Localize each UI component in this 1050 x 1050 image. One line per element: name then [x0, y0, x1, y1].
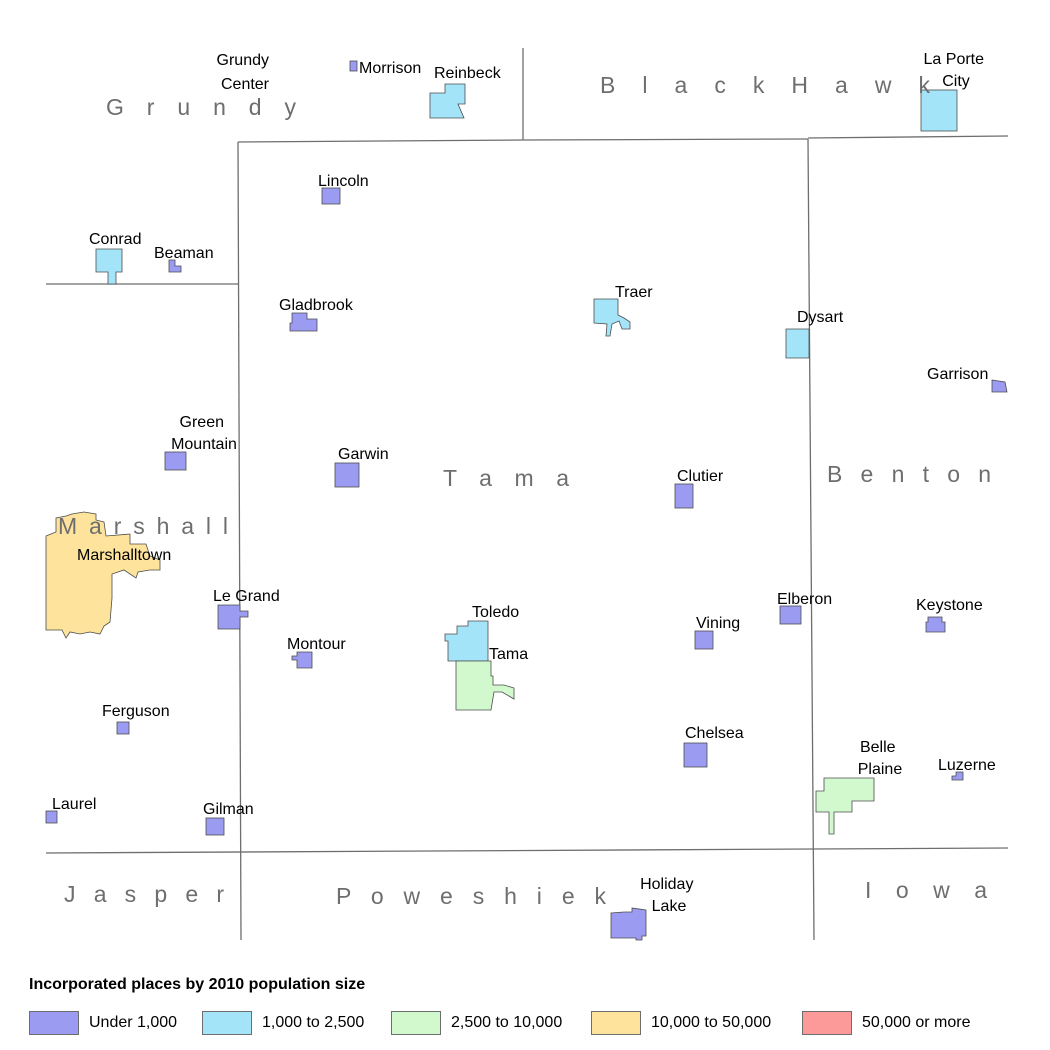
county-label-grundy: G r u n d y	[106, 94, 297, 120]
place-label-gladbrook: Gladbrook	[279, 297, 354, 314]
toledo-place	[444, 620, 489, 662]
belle-plaine-place	[815, 777, 875, 835]
place-label-marshalltown: Marshalltown	[77, 547, 171, 564]
garrison-place	[991, 379, 1008, 393]
place-label-garwin: Garwin	[338, 446, 389, 463]
place-label-holiday-lake: Holiday Lake	[640, 876, 698, 915]
place-label-lincoln: Lincoln	[318, 173, 369, 190]
place-label-la-porte-city: La Porte City	[924, 51, 989, 90]
legend-label-1000-2500: 1,000 to 2,500	[262, 1014, 365, 1031]
le-grand-place	[217, 604, 249, 630]
county-label-tama: T a m a	[443, 465, 569, 491]
county-boundaries	[45, 48, 1009, 941]
luzerne-place	[951, 771, 964, 781]
place-label-clutier: Clutier	[677, 468, 724, 485]
place-label-toledo: Toledo	[472, 604, 519, 621]
laurel-place	[45, 810, 58, 824]
marshalltown-place	[45, 511, 161, 639]
gladbrook-place	[289, 312, 318, 332]
legend-swatch-2500-10000	[391, 1011, 441, 1035]
keystone-place	[925, 616, 946, 633]
county-label-benton: B e n t o n	[827, 461, 991, 487]
county-label-poweshiek: P o w e s h i e k	[336, 883, 607, 909]
legend-item-50000-plus: 50,000 or more	[802, 1010, 971, 1036]
legend-label-50000-plus: 50,000 or more	[862, 1014, 971, 1031]
county-label-black-hawk: B l a c k H a w k	[600, 72, 931, 98]
legend-swatch-50000-plus	[802, 1011, 852, 1035]
green-mountain-place	[164, 451, 187, 471]
place-label-conrad: Conrad	[89, 231, 141, 248]
place-label-ferguson: Ferguson	[102, 703, 170, 720]
reinbeck-place	[429, 83, 466, 119]
place-label-chelsea: Chelsea	[685, 725, 744, 742]
gilman-place	[205, 817, 225, 836]
legend-label-10000-50000: 10,000 to 50,000	[651, 1014, 772, 1031]
legend: Incorporated places by 2010 population s…	[29, 976, 1029, 1040]
elberon-place	[779, 605, 802, 625]
place-label-green-mountain: Green Mountain	[171, 414, 237, 453]
county-label-marshall: M a r s h a l l	[58, 513, 228, 539]
legend-swatch-1000-2500	[202, 1011, 252, 1035]
legend-item-1000-2500: 1,000 to 2,500	[202, 1010, 364, 1036]
place-labels: Grundy Center Morrison Reinbeck La Porte…	[52, 51, 996, 915]
places-under-1000	[45, 60, 1008, 941]
tama-place	[455, 660, 515, 711]
legend-swatch-10000-50000	[591, 1011, 641, 1035]
dysart-place	[785, 328, 810, 359]
place-label-traer: Traer	[615, 284, 653, 301]
place-label-beaman: Beaman	[154, 245, 214, 262]
places-2500-10000	[455, 660, 875, 835]
legend-item-10000-50000: 10,000 to 50,000	[591, 1010, 771, 1036]
legend-item-under-1000: Under 1,000	[29, 1010, 177, 1036]
place-label-dysart: Dysart	[797, 309, 844, 326]
place-label-belle-plaine: Belle Plaine	[858, 739, 903, 778]
county-label-iowa: I o w a	[865, 877, 987, 903]
place-label-luzerne: Luzerne	[938, 757, 996, 774]
place-label-reinbeck: Reinbeck	[434, 65, 502, 82]
place-label-keystone: Keystone	[916, 597, 983, 614]
legend-swatch-under-1000	[29, 1011, 79, 1035]
legend-item-2500-10000: 2,500 to 10,000	[391, 1010, 562, 1036]
legend-label-under-1000: Under 1,000	[89, 1014, 178, 1031]
morrison-place	[349, 60, 358, 72]
legend-label-2500-10000: 2,500 to 10,000	[451, 1014, 563, 1031]
place-label-garrison: Garrison	[927, 366, 988, 383]
lincoln-place	[321, 187, 341, 205]
place-label-grundy-center: Grundy Center	[217, 52, 274, 93]
place-label-laurel: Laurel	[52, 796, 96, 813]
beaman-place	[168, 259, 182, 273]
chelsea-place	[683, 742, 708, 768]
county-label-jasper: J a s p e r	[64, 881, 224, 907]
place-label-tama: Tama	[489, 646, 528, 663]
places-1000-2500	[95, 83, 958, 662]
clutier-place	[674, 483, 694, 509]
county-map: G r u n d y B l a c k H a w k T a m a B …	[45, 48, 1009, 941]
place-label-le-grand: Le Grand	[213, 588, 280, 605]
place-label-morrison: Morrison	[359, 60, 421, 77]
legend-title: Incorporated places by 2010 population s…	[29, 976, 366, 993]
montour-place	[291, 651, 313, 669]
place-label-vining: Vining	[696, 615, 740, 632]
la-porte-city-place	[920, 89, 958, 132]
places-10000-50000	[45, 511, 161, 639]
garwin-place	[334, 462, 360, 488]
vining-place	[694, 630, 714, 650]
place-label-elberon: Elberon	[777, 591, 832, 608]
traer-place	[593, 298, 631, 337]
holiday-lake-place	[610, 907, 647, 941]
ferguson-place	[116, 721, 130, 735]
place-label-montour: Montour	[287, 636, 346, 653]
place-label-gilman: Gilman	[203, 801, 254, 818]
conrad-place	[95, 248, 123, 285]
